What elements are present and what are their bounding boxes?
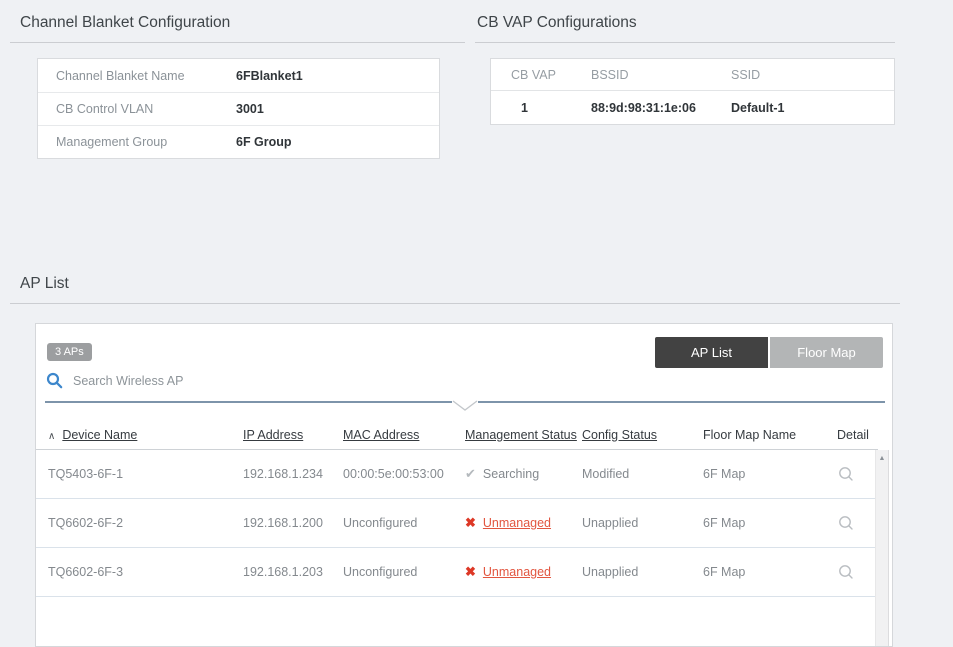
mac-address: Unconfigured: [343, 565, 418, 579]
table-header-row: CB VAP BSSID SSID: [491, 59, 894, 91]
vertical-scrollbar[interactable]: ▲: [875, 450, 889, 646]
ap-row: TQ5403-6F-1 192.168.1.234 00:00:5e:00:53…: [36, 450, 878, 499]
search-bar: [46, 372, 573, 389]
search-input[interactable]: [73, 373, 573, 388]
x-icon: ✖: [465, 515, 476, 530]
device-name: TQ5403-6F-1: [48, 467, 124, 481]
channel-blanket-table: Channel Blanket Name 6FBlanket1 CB Contr…: [37, 58, 440, 159]
search-icon: [46, 372, 63, 389]
section-divider: [10, 42, 465, 43]
field-value: 6F Group: [236, 135, 292, 149]
ip-address: 192.168.1.203: [243, 565, 323, 579]
column-header-detail: Detail: [837, 427, 869, 442]
field-value: 6FBlanket1: [236, 68, 303, 83]
management-status: ✖ Unmanaged: [465, 564, 582, 580]
column-header-device-name[interactable]: ∧ Device Name: [48, 427, 138, 442]
field-label: Channel Blanket Name: [56, 68, 185, 83]
vap-number: 1: [521, 100, 528, 115]
magnifier-icon: [839, 516, 853, 530]
field-label: CB Control VLAN: [56, 102, 154, 116]
x-icon: ✖: [465, 564, 476, 579]
view-toggle: AP List Floor Map: [655, 337, 883, 368]
detail-magnifier-button[interactable]: [837, 465, 855, 483]
cb-vap-title: CB VAP Configurations: [477, 14, 637, 31]
device-name: TQ6602-6F-2: [48, 516, 124, 530]
detail-magnifier-button[interactable]: [837, 563, 855, 581]
ap-table-header: ∧ Device Name IP Address MAC Address Mana…: [36, 420, 878, 450]
config-status: Modified: [582, 467, 630, 481]
ip-address: 192.168.1.234: [243, 467, 323, 481]
cb-vap-table: CB VAP BSSID SSID 1 88:9d:98:31:1e:06 De…: [490, 58, 895, 125]
detail-cell: [837, 465, 879, 483]
column-header-bssid: BSSID: [591, 67, 629, 82]
table-row: Management Group 6F Group: [38, 125, 439, 158]
magnifier-icon: [839, 467, 853, 481]
config-status: Unapplied: [582, 565, 639, 579]
floor-map-name: 6F Map: [703, 467, 746, 481]
floor-map-name: 6F Map: [703, 565, 746, 579]
ip-address: 192.168.1.200: [243, 516, 323, 530]
unmanaged-link[interactable]: Unmanaged: [482, 516, 552, 530]
detail-cell: [837, 563, 879, 581]
ssid-value: Default-1: [731, 100, 785, 115]
mac-address: 00:00:5e:00:53:00: [343, 467, 444, 481]
tab-floor-map[interactable]: Floor Map: [770, 337, 883, 368]
column-header-ssid: SSID: [731, 67, 761, 82]
column-header-management-status[interactable]: Management Status: [465, 427, 577, 442]
ap-row: TQ6602-6F-2 192.168.1.200 Unconfigured ✖…: [36, 499, 878, 548]
scroll-up-icon[interactable]: ▲: [878, 455, 886, 462]
ap-count-badge: 3 APs: [47, 343, 92, 361]
ap-row: TQ6602-6F-3 192.168.1.203 Unconfigured ✖…: [36, 548, 878, 597]
check-icon: ✔: [465, 466, 476, 481]
field-label: Management Group: [56, 135, 168, 149]
column-header-ip-address[interactable]: IP Address: [243, 427, 304, 442]
ap-list-title: AP List: [20, 275, 69, 292]
tab-ap-list[interactable]: AP List: [655, 337, 768, 368]
field-value: 3001: [236, 102, 264, 116]
status-text: Searching: [482, 467, 540, 481]
channel-blanket-title: Channel Blanket Configuration: [20, 14, 231, 31]
detail-cell: [837, 514, 879, 532]
management-status: ✖ Unmanaged: [465, 515, 582, 531]
column-header-config-status[interactable]: Config Status: [582, 427, 658, 442]
table-row: CB Control VLAN 3001: [38, 92, 439, 125]
column-header-mac-address[interactable]: MAC Address: [343, 427, 420, 442]
magnifier-icon: [839, 565, 853, 579]
channel-blanket-section: Channel Blanket Configuration Channel Bl…: [10, 14, 465, 159]
device-name: TQ6602-6F-3: [48, 565, 124, 579]
sort-ascending-icon[interactable]: ∧: [48, 430, 56, 442]
ap-list-section: AP List 3 APs AP List Floor Map: [10, 275, 900, 647]
column-header-floor-map-name: Floor Map Name: [703, 427, 797, 442]
column-header-cb-vap: CB VAP: [511, 67, 556, 82]
table-row: Channel Blanket Name 6FBlanket1: [38, 59, 439, 92]
unmanaged-link[interactable]: Unmanaged: [482, 565, 552, 579]
section-divider: [10, 303, 900, 304]
ap-list-card: 3 APs AP List Floor Map: [35, 323, 893, 647]
bssid-value: 88:9d:98:31:1e:06: [591, 100, 696, 115]
search-underline: [45, 400, 885, 412]
config-status: Unapplied: [582, 516, 639, 530]
collapse-chevron-icon[interactable]: [452, 400, 478, 412]
detail-magnifier-button[interactable]: [837, 514, 855, 532]
mac-address: Unconfigured: [343, 516, 418, 530]
cb-vap-section: CB VAP Configurations CB VAP BSSID SSID …: [475, 14, 895, 125]
section-divider: [475, 42, 895, 43]
management-status: ✔ Searching: [465, 466, 582, 482]
ap-table-body: TQ5403-6F-1 192.168.1.234 00:00:5e:00:53…: [36, 450, 878, 597]
table-row: 1 88:9d:98:31:1e:06 Default-1: [491, 91, 894, 124]
floor-map-name: 6F Map: [703, 516, 746, 530]
